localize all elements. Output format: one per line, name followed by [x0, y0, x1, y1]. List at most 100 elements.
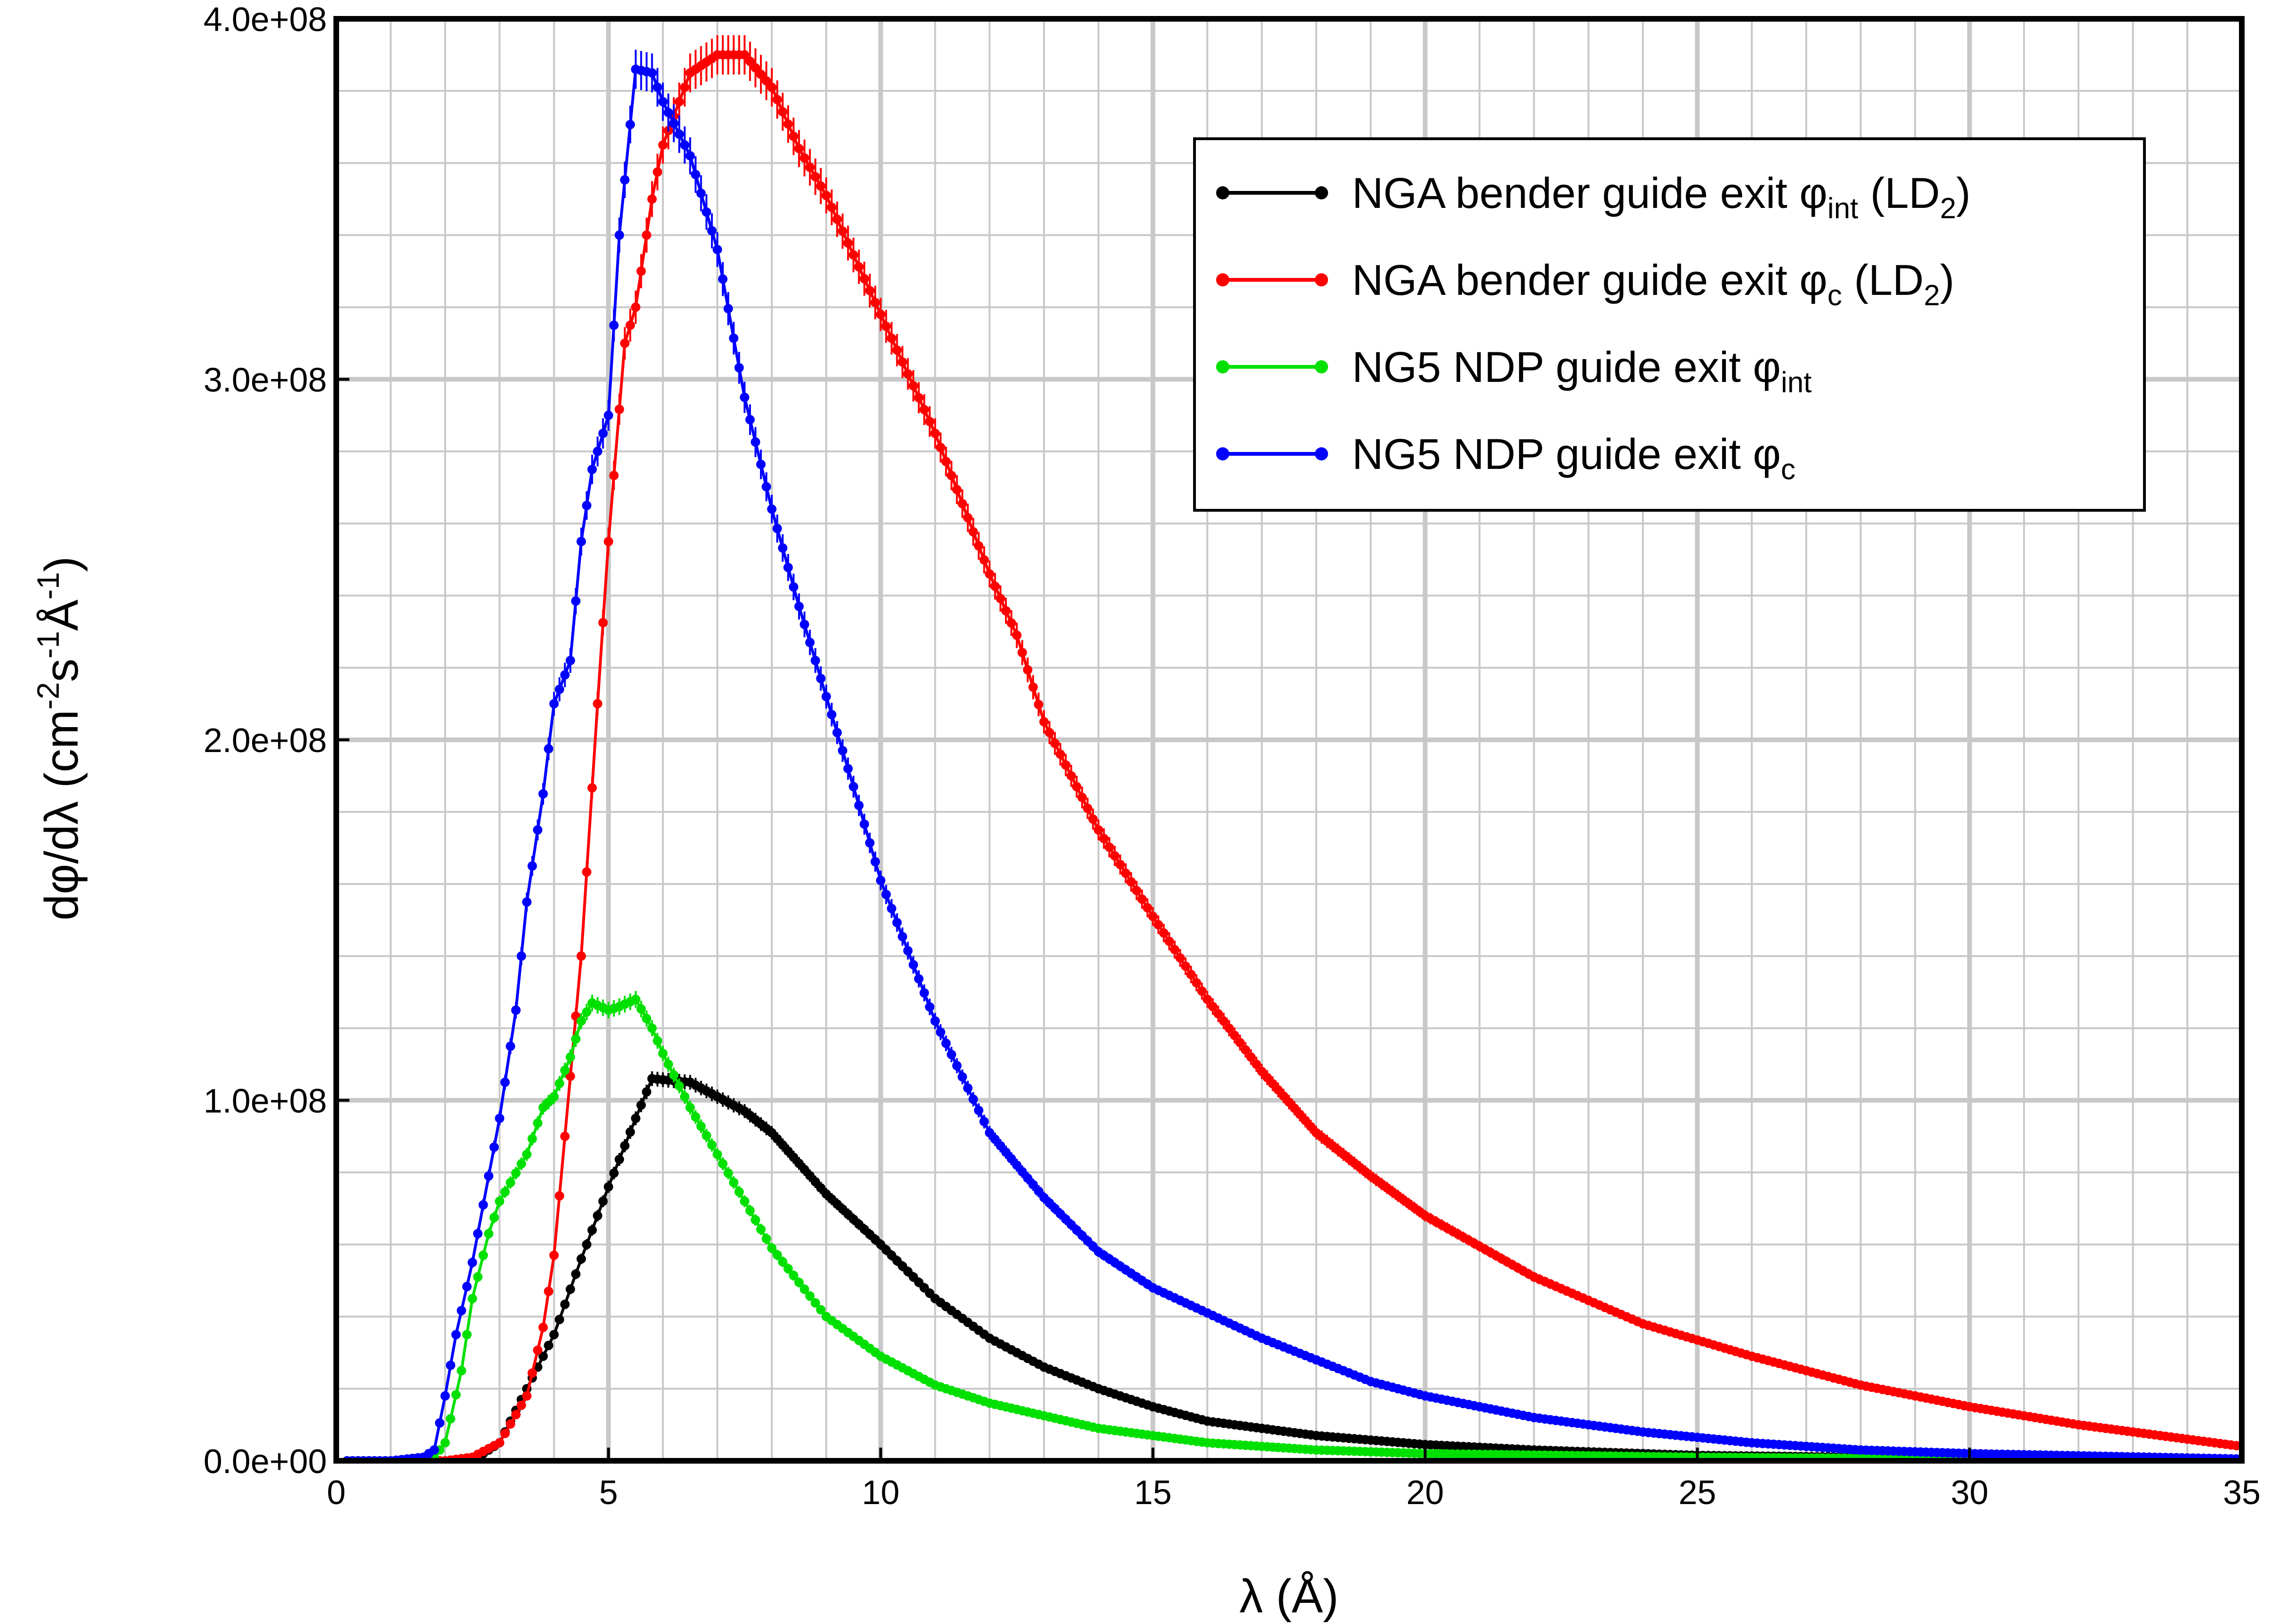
series-point: [1235, 1038, 1245, 1047]
series-point: [587, 1225, 597, 1235]
legend-label-nga-c-sub1: c: [1827, 279, 1842, 312]
legend-marker-nga-c-right: [1315, 273, 1328, 286]
series-point: [674, 129, 684, 139]
series-point: [1262, 1073, 1272, 1083]
series-point: [789, 582, 799, 592]
series-point: [696, 188, 706, 198]
series-point: [985, 569, 995, 579]
legend-label-ng5-c-sub1: c: [1781, 453, 1796, 486]
x-tick-label: 0: [327, 1474, 346, 1512]
series-point: [576, 537, 586, 547]
series-point: [1284, 1097, 1294, 1107]
x-tick-label: 10: [862, 1474, 900, 1512]
series-point: [1289, 1103, 1299, 1113]
series-point: [707, 226, 717, 236]
series-point: [979, 555, 989, 565]
series-point: [691, 170, 701, 180]
series-point: [565, 1284, 575, 1294]
series-point: [598, 618, 608, 627]
legend-marker-nga-int-left: [1216, 186, 1229, 199]
y-axis-title-angstrom: Å: [35, 600, 88, 631]
series-point: [903, 369, 913, 379]
series-point: [740, 392, 750, 402]
series-3: [342, 49, 2242, 1461]
series-point: [457, 1366, 467, 1376]
legend-label-nga-c: NGA bender guide exit φc (LD2): [1352, 256, 1954, 312]
series-point: [641, 1087, 651, 1097]
series-point: [549, 1092, 559, 1101]
series-point: [772, 523, 782, 533]
series-point: [821, 692, 831, 702]
series-point: [925, 1002, 934, 1012]
series-layer: [342, 35, 2242, 1461]
series-point: [903, 946, 913, 956]
series-point: [718, 274, 728, 284]
series-point: [859, 274, 869, 284]
series-point: [625, 320, 635, 330]
series-point: [615, 1155, 625, 1165]
series-point: [1148, 911, 1158, 921]
series-point: [457, 1306, 467, 1315]
series-point: [729, 1178, 739, 1188]
series-point: [947, 1050, 957, 1060]
series-point: [778, 1257, 788, 1267]
series-point: [549, 699, 559, 709]
series-point: [636, 266, 646, 276]
series-point: [1072, 782, 1082, 792]
legend-label-ng5-c-pre: NG5 NDP guide exit φ: [1352, 430, 1781, 478]
series-point: [609, 1168, 619, 1178]
series-point: [582, 1240, 592, 1250]
series-point: [810, 1298, 820, 1308]
series-point: [1104, 842, 1114, 852]
series-point: [680, 82, 689, 92]
series-point: [996, 1141, 1005, 1151]
series-point: [473, 1272, 483, 1282]
series-point: [821, 190, 831, 200]
legend-item-nga-c: NGA bender guide exit φc (LD2): [1216, 256, 1954, 312]
series-point: [478, 1251, 488, 1260]
series-point: [1213, 1009, 1223, 1019]
series-point: [843, 764, 853, 774]
series-point: [1142, 903, 1152, 913]
series-point: [707, 1140, 717, 1150]
series-point: [565, 1071, 575, 1081]
series-point: [848, 782, 858, 792]
series-point: [810, 656, 820, 665]
legend-label-ng5-int: NG5 NDP guide exit φint: [1352, 343, 1811, 399]
series-point: [886, 333, 896, 343]
series-point: [696, 1121, 706, 1131]
series-point: [936, 443, 946, 452]
series-point: [914, 393, 924, 403]
series-point: [495, 1113, 505, 1123]
series-point: [554, 1191, 564, 1201]
series-point: [467, 1294, 477, 1304]
series-point: [723, 304, 733, 314]
series-point: [1001, 606, 1011, 616]
series-point: [1295, 1109, 1305, 1119]
series-point: [609, 470, 619, 480]
y-axis-title-s-exp: -1: [31, 631, 65, 659]
series-point: [603, 537, 613, 547]
series-point: [702, 1131, 712, 1141]
series-point: [767, 1243, 777, 1253]
series-point: [1028, 682, 1038, 692]
legend-label-nga-c-mid: (LD: [1842, 256, 1924, 304]
series-point: [527, 1368, 537, 1378]
series-point: [506, 1178, 515, 1188]
series-point: [1230, 1030, 1240, 1040]
series-point: [544, 1286, 554, 1296]
series-point: [751, 1215, 760, 1225]
series-point: [729, 333, 739, 343]
series-point: [1012, 630, 1022, 640]
series-point: [664, 1059, 673, 1069]
series-point: [870, 298, 880, 308]
series-point: [1023, 665, 1033, 675]
series-point: [1300, 1116, 1310, 1125]
series-point: [565, 1052, 575, 1062]
series-point: [892, 345, 902, 355]
series-point: [881, 321, 891, 331]
series-point: [500, 1187, 510, 1197]
series-point: [615, 404, 625, 414]
series-point: [658, 1048, 668, 1058]
series-point: [609, 320, 619, 330]
